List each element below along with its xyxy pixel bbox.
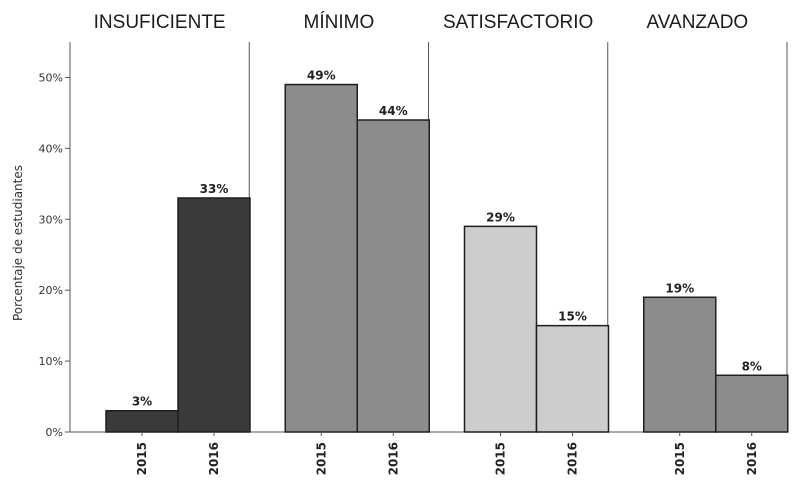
bar-value-label: 19% [665,281,694,295]
y-tick-label: 20% [39,284,63,297]
bar [463,225,538,433]
bar-value-label: 29% [486,210,515,224]
bar [643,296,717,433]
y-tick-label: 10% [39,355,63,368]
bar-value-label: 44% [379,104,408,118]
y-tick-label: 0% [46,426,63,439]
x-tick-label: 2016 [566,442,580,475]
bar-value-label: 3% [132,395,152,409]
x-tick-label: 2015 [314,442,328,475]
x-tick-label: 2016 [745,442,759,475]
x-tick-label: 2015 [673,442,687,475]
bar [105,409,179,433]
bar-value-label: 8% [742,359,762,373]
x-tick-label: 2015 [135,442,149,475]
y-axis-label: Porcentaje de estudiantes [11,165,25,321]
y-tick-label: 50% [39,71,63,84]
bar-value-label: 15% [558,310,587,324]
panel-title: INSUFICIENTE [94,12,226,33]
bar [535,324,610,433]
bar [284,83,358,433]
y-tick-label: 30% [39,213,63,226]
bar [177,197,251,433]
bar-value-label: 33% [200,182,229,196]
panel-title: SATISFACTORIO [443,12,593,33]
bar [715,374,789,433]
x-tick-label: 2015 [494,442,508,475]
x-tick-label: 2016 [207,442,221,475]
y-tick-label: 40% [39,142,63,155]
bar-value-label: 49% [307,69,336,83]
panel-title: MÍNIMO [304,12,375,33]
panel-title: AVANZADO [647,12,749,33]
x-tick-label: 2016 [386,442,400,475]
bar [356,119,430,433]
